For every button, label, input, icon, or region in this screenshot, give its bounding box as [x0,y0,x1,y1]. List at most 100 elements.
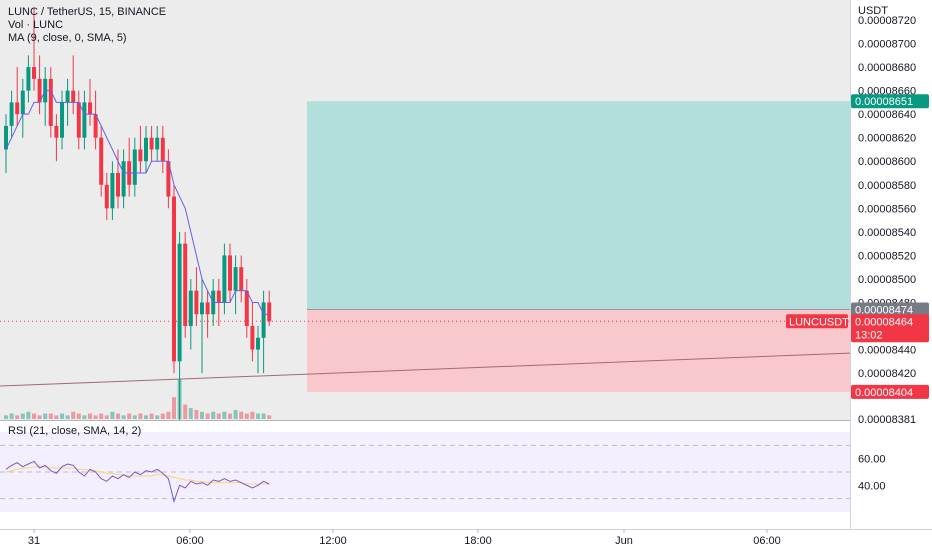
candle-body [166,161,171,197]
symbol-tag-text: LUNCUSDT [789,316,849,328]
volume-bar [211,411,216,419]
volume-legend[interactable]: Vol · LUNC [8,19,64,31]
candle-body [172,196,176,362]
price-tick-label: 0.00008381 [858,414,916,426]
volume-bar [76,413,81,419]
volume-bar [244,413,249,419]
ma-polyline [5,90,270,315]
current-price-tag-box [851,314,929,343]
volume-bar [15,415,20,419]
candle-body [138,149,143,162]
candle-body [228,255,232,291]
time-tick-label: 12:00 [319,535,347,547]
candle-body [216,290,221,303]
pane-divider[interactable] [0,420,850,421]
candle-body [60,102,64,138]
price-tick-label: 0.00008580 [858,180,916,192]
candle-body [93,114,98,138]
candle-body [121,161,126,197]
candle-body [37,78,42,103]
volume-bar [121,415,126,419]
target-price-tag-text: 0.00008651 [855,96,913,108]
price-tags: 0.00008651 0.00008474 0.00008404 0.00008464… [786,94,929,399]
candle-body [132,149,137,185]
time-tick-label: 06:00 [753,535,781,547]
symbol-legend[interactable]: LUNC / TetherUS, 15, BINANCE [8,6,167,18]
price-tick-label: 0.00008720 [858,15,916,27]
candle-body [160,137,165,162]
price-tick-label: 0.00008620 [858,133,916,145]
volume-bar [127,413,132,419]
volume-bar [256,413,260,419]
candle-body [261,302,266,338]
candle-body [256,337,260,350]
volume-bar [32,413,36,419]
volume-bar [239,411,244,419]
target-price-tag-box [851,94,929,109]
volume-bar [20,413,25,419]
loss-zone [307,309,850,392]
candle-body [32,67,36,79]
candle-body [20,90,25,115]
volume-bar [166,411,171,419]
candle-body [48,78,53,126]
candle-body [239,267,244,291]
currency-label: USDT [858,5,888,17]
price-tick-label: 0.00008700 [858,39,916,51]
stop-price-tag-text: 0.00008404 [855,387,913,399]
price-tick-label: 0.00008500 [858,274,916,286]
volume-bar [233,409,238,419]
volume-bar [48,413,53,419]
volume-bar [82,415,87,419]
moving-average-line [5,90,270,315]
candle-body [155,137,160,150]
price-axis[interactable]: 0.000087200.000087000.000086800.00008660… [858,15,916,492]
candle-body [177,243,182,362]
current-price-tag-text: 0.00008464 [855,316,913,328]
volume-bar [104,415,109,419]
candle-body [116,173,120,197]
volume-bar [144,415,148,419]
candle-body [144,137,148,162]
price-tick-label: 0.00008600 [858,156,916,168]
candle-body [233,267,238,291]
candle-body [194,290,199,315]
volume-bar [250,411,255,419]
trendline-segment [0,352,851,387]
candle-body [110,173,115,209]
rsi-tick-label: 40.00 [858,480,886,492]
price-tick-label: 0.00008520 [858,250,916,262]
volume-bar [183,404,188,419]
volume-bar [205,413,210,419]
volume-bar [43,413,48,419]
long-position-tool[interactable] [307,101,850,392]
time-axis[interactable]: 31 06:00 12:00 18:00 Jun 06:00 [28,529,781,547]
candle-body [267,302,272,322]
countdown-text: 13:02 [855,329,883,341]
volume-bar [26,411,31,419]
volume-bar [155,415,160,419]
trendline[interactable] [0,352,851,387]
candle-body [188,290,193,327]
time-tick-label: 18:00 [464,535,492,547]
price-tick-label: 0.00008560 [858,203,916,215]
volume-bar [222,411,227,419]
candle-body [65,90,70,103]
volume-bar [132,415,137,419]
rsi-legend[interactable]: RSI (21, close, SMA, 14, 2) [8,425,142,437]
candle-body [205,302,210,315]
candle-body [76,102,81,138]
time-tick-label: 31 [28,535,40,547]
candle-body [149,137,154,150]
ma-legend[interactable]: MA (9, close, 0, SMA, 5) [8,32,127,44]
candle-body [183,243,188,327]
rsi-tick-label: 60.00 [858,454,886,466]
volume-bars [4,379,272,419]
time-axis-divider [0,529,932,530]
volume-bar [4,415,8,419]
volume-bar [110,411,115,419]
volume-bar [216,413,221,419]
rsi-indicator [0,444,850,504]
candle-body [222,255,227,303]
